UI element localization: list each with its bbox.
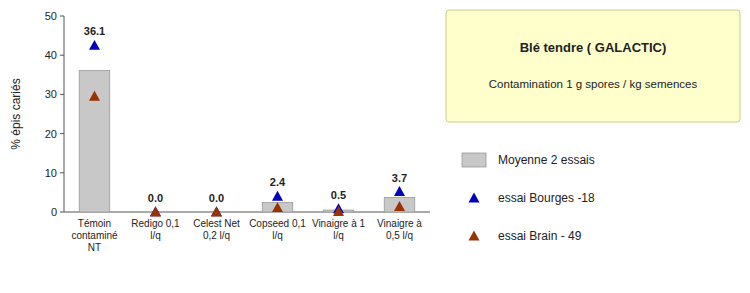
title: Blé tendre ( GALACTIC) — [520, 40, 667, 55]
point — [394, 186, 405, 196]
legend-label: essai Brain - 49 — [498, 229, 582, 243]
bar — [262, 203, 293, 212]
data-label: 3.7 — [392, 172, 407, 184]
y-tick-label: 40 — [45, 49, 57, 61]
x-tick-label-line: Redigo 0,1 — [131, 218, 180, 229]
x-tick-label-line: l/q — [272, 230, 283, 241]
point — [211, 206, 222, 216]
point — [394, 201, 405, 211]
data-label: 2.4 — [270, 176, 286, 188]
legend-swatch — [462, 153, 486, 167]
y-tick-label: 30 — [45, 88, 57, 100]
legend-label: Moyenne 2 essais — [498, 153, 595, 167]
x-tick-label-line: Témoin — [78, 218, 111, 229]
data-label: 0.0 — [148, 192, 163, 204]
bar — [384, 197, 415, 212]
x-tick-label-line: Vinaigre à 1 — [312, 218, 366, 229]
points — [89, 40, 405, 217]
subtitle: Contamination 1 g spores / kg semences — [489, 78, 698, 90]
data-labels: 36.1 0.0 0.0 2.4 0.5 3.7 — [84, 25, 407, 203]
y-tick — [60, 133, 64, 134]
x-tick-label-line: 0,2 l/q — [203, 230, 230, 241]
y-tick — [60, 16, 64, 17]
x-tick-label-line: Celest Net — [193, 218, 240, 229]
point — [89, 91, 100, 101]
page: {"chart_data": { "type": "bar", "title":… — [0, 0, 750, 293]
x-tick-label-line: Vinaigre à — [377, 218, 422, 229]
y-tick-label: 10 — [45, 167, 57, 179]
y-tick-label: 0 — [51, 206, 57, 218]
legend-marker — [469, 193, 480, 203]
y-tick — [60, 212, 64, 213]
x-tick-label: Celest Net0,2 l/q — [193, 218, 240, 241]
point — [272, 202, 283, 212]
x-tick-label-line: Copseed 0,1 — [249, 218, 306, 229]
title-box-bg — [446, 10, 740, 122]
data-label: 36.1 — [84, 25, 105, 37]
y-tick — [60, 172, 64, 173]
x-axis: TémoincontaminéNTRedigo 0,1l/qCelest Net… — [64, 212, 430, 253]
x-tick-label-line: contaminé — [71, 230, 118, 241]
x-tick-label-line: 0,5 l/q — [386, 230, 413, 241]
point — [333, 206, 344, 216]
x-tick-label: Redigo 0,1l/q — [131, 218, 180, 241]
y-tick-label: 50 — [45, 10, 57, 22]
chart-svg: 0 10 20 30 40 50 % épis cariés TémoincontaminéN… — [0, 0, 750, 293]
y-tick — [60, 55, 64, 56]
x-tick-label: Vinaigre à 1l/q — [312, 218, 366, 241]
x-tick-label: Vinaigre à0,5 l/q — [377, 218, 422, 241]
data-label: 0.5 — [331, 189, 346, 201]
legend-label: essai Bourges -18 — [498, 191, 595, 205]
y-axis-label: % épis cariés — [9, 78, 23, 149]
bar — [79, 70, 110, 212]
point — [272, 191, 283, 201]
x-tick-label-line: l/q — [333, 230, 344, 241]
x-tick-label: TémoincontaminéNT — [71, 218, 118, 253]
y-tick-label: 20 — [45, 128, 57, 140]
bars — [79, 70, 415, 212]
x-tick-label: Copseed 0,1l/q — [249, 218, 306, 241]
x-tick-label-line: l/q — [150, 230, 161, 241]
y-tick — [60, 94, 64, 95]
y-axis: 0 10 20 30 40 50 — [45, 10, 64, 218]
point — [89, 40, 100, 50]
chart-container: 0 10 20 30 40 50 % épis cariés TémoincontaminéN… — [0, 0, 750, 293]
x-tick-label-line: NT — [88, 242, 101, 253]
point — [150, 207, 161, 217]
y-axis-line — [64, 16, 65, 212]
legend: Moyenne 2 essais essai Bourges -18 essai B… — [462, 153, 595, 243]
legend-marker — [469, 231, 480, 241]
data-label: 0.0 — [209, 192, 224, 204]
title-box: Blé tendre ( GALACTIC) Contamination 1 g … — [446, 10, 740, 122]
x-axis-line — [64, 212, 430, 213]
point — [211, 207, 222, 217]
point — [150, 206, 161, 216]
